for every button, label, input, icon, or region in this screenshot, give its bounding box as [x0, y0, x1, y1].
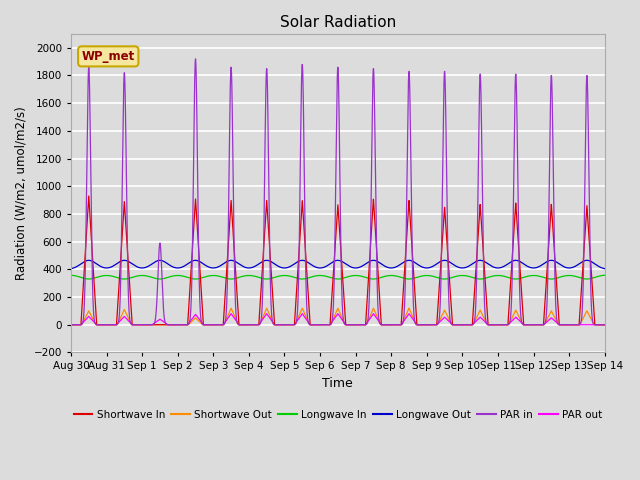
Title: Solar Radiation: Solar Radiation — [280, 15, 396, 30]
Line: Shortwave Out: Shortwave Out — [71, 308, 605, 325]
PAR out — [248, 322, 256, 328]
Shortwave In — [601, 322, 609, 328]
PAR out — [579, 322, 586, 328]
Longwave In — [601, 272, 609, 278]
PAR in — [601, 322, 609, 328]
Shortwave Out — [248, 322, 256, 328]
Legend: Shortwave In, Shortwave Out, Longwave In, Longwave Out, PAR in, PAR out: Shortwave In, Shortwave Out, Longwave In… — [70, 406, 606, 424]
Shortwave Out — [601, 322, 609, 328]
Shortwave Out — [458, 322, 465, 328]
Longwave In — [579, 276, 586, 281]
Longwave Out — [601, 266, 609, 272]
Shortwave Out — [579, 317, 586, 323]
Line: PAR out: PAR out — [71, 313, 605, 325]
Text: WP_met: WP_met — [82, 50, 135, 63]
Longwave Out — [248, 264, 256, 270]
Shortwave In — [320, 322, 328, 328]
PAR out — [320, 322, 328, 328]
PAR out — [601, 322, 609, 328]
Longwave In — [572, 274, 580, 279]
PAR out — [472, 318, 480, 324]
Longwave Out — [472, 259, 480, 264]
PAR in — [320, 322, 328, 328]
Longwave In — [120, 276, 128, 282]
PAR out — [227, 311, 235, 316]
Shortwave Out — [572, 322, 580, 328]
Shortwave In — [472, 262, 480, 268]
Longwave Out — [458, 265, 465, 271]
Longwave In — [248, 273, 256, 279]
Shortwave In — [85, 193, 93, 199]
X-axis label: Time: Time — [323, 377, 353, 390]
Longwave Out — [320, 264, 328, 270]
Y-axis label: Radiation (W/m2, umol/m2/s): Radiation (W/m2, umol/m2/s) — [15, 106, 28, 280]
Longwave In — [458, 273, 465, 278]
Line: PAR in: PAR in — [71, 59, 605, 325]
Line: Longwave Out: Longwave Out — [71, 260, 605, 269]
Longwave In — [67, 272, 75, 278]
Line: Shortwave In: Shortwave In — [71, 196, 605, 325]
Shortwave In — [572, 322, 580, 328]
Shortwave Out — [472, 315, 480, 321]
Longwave Out — [572, 263, 580, 269]
PAR out — [572, 322, 580, 328]
Shortwave Out — [320, 322, 328, 328]
PAR in — [67, 322, 75, 328]
Longwave In — [320, 273, 328, 279]
Shortwave In — [67, 322, 75, 328]
Longwave Out — [579, 259, 586, 264]
Longwave Out — [67, 266, 75, 272]
Shortwave In — [458, 322, 465, 328]
PAR in — [191, 56, 199, 62]
PAR in — [579, 306, 586, 312]
Shortwave Out — [67, 322, 75, 328]
Longwave In — [472, 276, 480, 281]
Shortwave In — [579, 273, 586, 278]
Longwave Out — [120, 257, 128, 263]
PAR in — [248, 322, 256, 328]
PAR out — [67, 322, 75, 328]
PAR in — [572, 322, 580, 328]
PAR out — [458, 322, 465, 328]
PAR in — [458, 322, 465, 328]
Line: Longwave In: Longwave In — [71, 275, 605, 279]
PAR in — [472, 289, 480, 295]
Shortwave In — [248, 322, 256, 328]
Shortwave Out — [227, 305, 235, 311]
